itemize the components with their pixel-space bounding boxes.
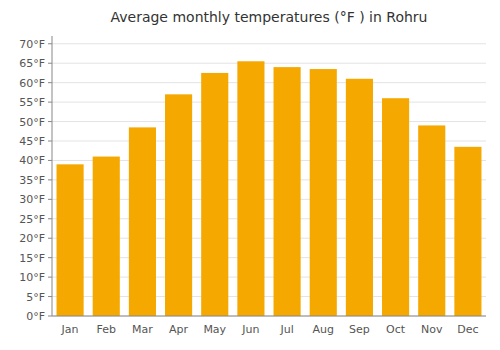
x-tick-label: Mar [132, 323, 153, 336]
grid-line [52, 102, 486, 103]
bar [93, 157, 120, 316]
y-tick-label: 0°F [26, 310, 45, 323]
y-tick [48, 160, 52, 161]
y-axis-line [52, 36, 53, 316]
y-tick-label: 15°F [19, 252, 45, 265]
grid-line [52, 63, 486, 64]
x-axis-line [52, 316, 486, 317]
y-tick [48, 296, 52, 297]
bar [346, 79, 373, 316]
bar [165, 94, 192, 316]
x-tick-label: Oct [386, 323, 406, 336]
grid-line [52, 121, 486, 122]
x-tick-label: Apr [169, 323, 189, 336]
x-tick-label: Aug [313, 323, 334, 336]
y-tick [48, 199, 52, 200]
y-tick-label: 35°F [19, 174, 45, 187]
y-tick [48, 63, 52, 64]
y-tick [48, 82, 52, 83]
y-tick-label: 40°F [19, 154, 45, 167]
y-tick-label: 30°F [19, 193, 45, 206]
bar [57, 164, 84, 316]
y-tick-label: 5°F [26, 291, 45, 304]
bar [382, 98, 409, 316]
bar [310, 69, 337, 316]
y-tick [48, 218, 52, 219]
y-tick-label: 10°F [19, 271, 45, 284]
chart-container: Average monthly temperatures (°F ) in Ro… [0, 0, 500, 350]
grid-line [52, 82, 486, 83]
y-tick [48, 102, 52, 103]
y-tick [48, 257, 52, 258]
grid-line [52, 43, 486, 44]
bar [201, 73, 228, 316]
x-tick-label: Jul [279, 323, 293, 336]
y-tick-label: 55°F [19, 96, 45, 109]
x-tick-label: Nov [421, 323, 443, 336]
bar [454, 147, 481, 316]
y-tick-label: 20°F [19, 232, 45, 245]
y-grid [52, 44, 486, 316]
y-tick [48, 43, 52, 44]
x-tick-labels: Jan Feb Mar Apr May Jun Jul Aug Sep Oct Nov Dec [61, 323, 479, 336]
y-tick [48, 316, 52, 317]
x-tick-label: Feb [97, 323, 116, 336]
y-tick [48, 141, 52, 142]
y-tick-label: 50°F [19, 116, 45, 129]
chart-svg: Average monthly temperatures (°F ) in Ro… [0, 0, 500, 350]
y-tick-labels: 0°F 5°F 10°F 15°F 20°F 25°F 30°F 35°F 40°F 45°F 50… [19, 38, 52, 323]
bar [129, 127, 156, 316]
bar [237, 61, 264, 316]
y-tick-label: 70°F [19, 38, 45, 51]
x-tick-label: Jan [61, 323, 79, 336]
y-tick [48, 121, 52, 122]
y-tick-label: 45°F [19, 135, 45, 148]
x-tick-label: May [203, 323, 226, 336]
chart-title: Average monthly temperatures (°F ) in Ro… [110, 9, 427, 25]
y-tick [48, 277, 52, 278]
x-tick-label: Jun [241, 323, 259, 336]
bar [418, 125, 445, 316]
bar [274, 67, 301, 316]
grid-line [52, 316, 486, 317]
x-tick-label: Dec [457, 323, 478, 336]
y-tick-label: 25°F [19, 213, 45, 226]
y-tick-label: 60°F [19, 77, 45, 90]
y-tick-label: 65°F [19, 57, 45, 70]
bars [57, 61, 482, 316]
y-tick [48, 238, 52, 239]
x-tick-label: Sep [349, 323, 370, 336]
y-tick [48, 179, 52, 180]
